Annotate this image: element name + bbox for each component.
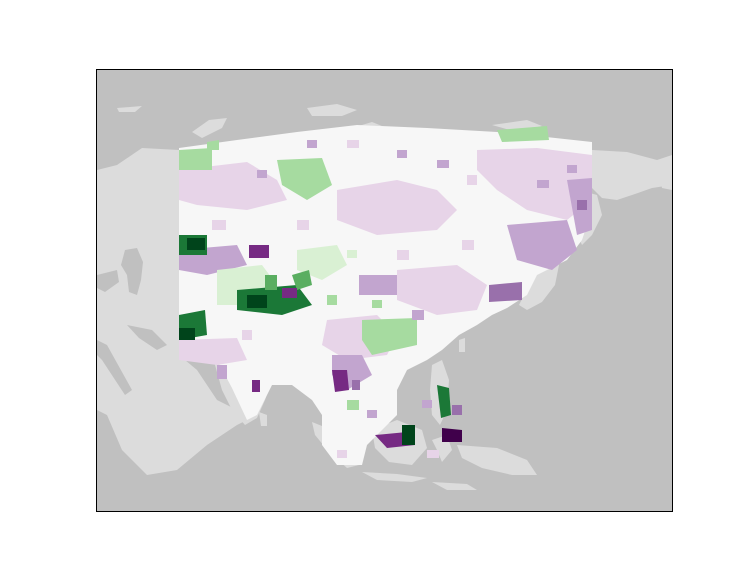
chukotka-land [592, 150, 672, 200]
raster-dkgreen-5 [179, 328, 195, 340]
raster-green-med-1 [265, 275, 277, 290]
raster-dkpurple-1 [249, 245, 269, 258]
red-sea [97, 340, 132, 395]
raster-cell [397, 250, 409, 260]
raster-dkpurple-2 [282, 288, 297, 298]
raster-cell [257, 170, 267, 178]
raster-purple-4 [359, 275, 397, 295]
alaska-land [657, 162, 672, 190]
raster-green-pale-2 [297, 245, 347, 280]
arabia-land [97, 350, 257, 475]
raster-green-nw [179, 148, 212, 170]
raster-cell [297, 220, 309, 230]
raster-cell [252, 380, 260, 392]
raster-cell [577, 200, 587, 210]
taiwan-land [459, 338, 465, 352]
raster-cell [467, 175, 477, 185]
raster-cell [307, 140, 317, 148]
raster-cell [427, 210, 437, 220]
raster-cell [452, 405, 462, 415]
raster-cell [372, 300, 382, 308]
raster-cell [427, 450, 439, 458]
raster-dkgreen-6 [187, 238, 205, 250]
raster-cell [347, 140, 359, 148]
raster-cell [437, 160, 449, 168]
map-frame [96, 69, 673, 512]
raster-cell [412, 310, 424, 320]
raster-dkpurple-3 [332, 370, 349, 392]
raster-green-w-sib [277, 158, 332, 200]
raster-purple-2 [507, 220, 577, 270]
raster-cell [217, 365, 227, 379]
timor-land [432, 482, 477, 490]
raster-dkgreen-4 [247, 295, 267, 308]
raster-cell [347, 250, 357, 258]
raster-cell [227, 190, 239, 198]
raster-cell [242, 330, 252, 340]
raster-cell [397, 150, 407, 158]
raster-cell [212, 220, 226, 230]
asia-raster-map [97, 70, 672, 511]
raster-dkpurple-5 [442, 428, 462, 442]
raster-cell [337, 450, 347, 458]
novaya-zemlya [192, 118, 227, 138]
inland-water [97, 248, 167, 395]
data-raster [179, 125, 592, 465]
raster-cell [327, 295, 337, 305]
raster-cell [352, 380, 360, 390]
raster-lavender-china [397, 265, 487, 315]
raster-lavender-ne [477, 148, 592, 220]
raster-green-china-s [362, 318, 417, 355]
new-guinea-land [457, 445, 537, 475]
raster-lavender-center [337, 180, 457, 235]
raster-dkgreen-borneo [402, 425, 415, 445]
raster-lavender-iran [179, 338, 247, 365]
raster-cell [567, 165, 577, 173]
raster-cell [462, 240, 474, 250]
arctic-island-1 [307, 104, 357, 116]
raster-cell [517, 240, 527, 250]
caspian-sea [121, 248, 143, 295]
raster-green-med-2 [292, 270, 312, 290]
black-sea [97, 270, 119, 292]
raster-green-philippines [437, 385, 451, 418]
java-land [362, 472, 427, 482]
arctic-island-2 [117, 106, 142, 112]
sri-lanka-land [259, 412, 267, 426]
raster-cell [422, 400, 432, 408]
raster-cell [347, 400, 359, 410]
raster-purple-japan [489, 282, 522, 302]
persian-gulf [127, 325, 167, 350]
raster-cell [537, 180, 549, 188]
raster-green-arctic [497, 126, 549, 142]
raster-cell [367, 410, 377, 418]
raster-green-islet [207, 140, 219, 150]
